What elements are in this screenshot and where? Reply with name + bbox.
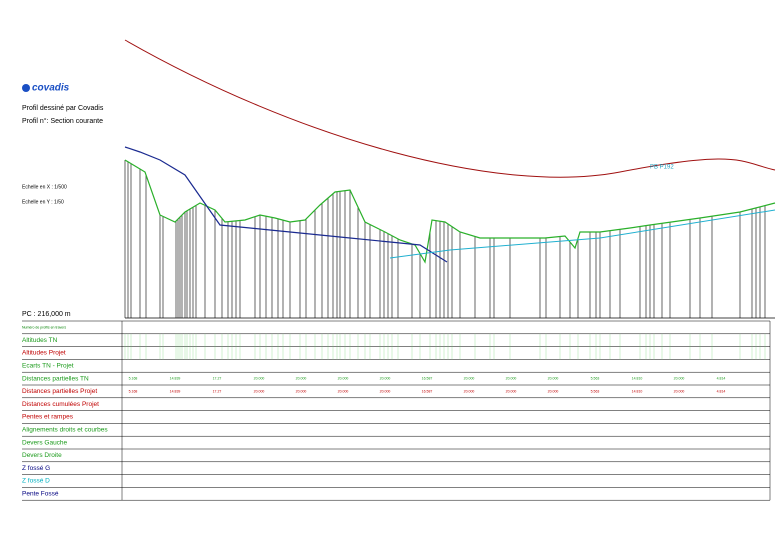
pc-label: PC : 216,000 m xyxy=(22,311,71,318)
row-label: Altitudes Projet xyxy=(22,350,66,357)
row-label: Alignements droits et courbes xyxy=(22,427,108,434)
cell-value: 20.000 xyxy=(506,389,517,393)
row-label: Ecarts TN - Projet xyxy=(22,363,74,370)
cell-value: 20.000 xyxy=(548,389,559,393)
cell-value: 16.587 xyxy=(422,377,433,381)
curve-label: PB P192 xyxy=(650,165,674,171)
cell-value: 20.000 xyxy=(548,377,559,381)
cell-value: 5.563 xyxy=(591,377,600,381)
row-label: Distances partielles Projet xyxy=(22,388,97,395)
cell-value: 14.839 xyxy=(170,389,181,393)
red-curve xyxy=(124,39,776,178)
cell-value: 20.000 xyxy=(254,377,265,381)
ditch-line xyxy=(389,209,776,259)
row-label: Distances partielles TN xyxy=(22,375,89,382)
cell-value: 20.000 xyxy=(296,389,307,393)
row-label: Z fossé G xyxy=(22,465,50,472)
cell-value: 20.000 xyxy=(674,389,685,393)
row-label: Distances cumulées Projet xyxy=(22,401,99,408)
cell-value: 20.000 xyxy=(338,377,349,381)
cell-value: 14.810 xyxy=(632,389,643,393)
scale-y: Echelle en Y : 1/50 xyxy=(22,199,64,205)
cell-value: 14.810 xyxy=(632,377,643,381)
logo: covadis xyxy=(22,83,70,94)
cell-value: 20.000 xyxy=(254,389,265,393)
row-label: Pentes et rampes xyxy=(22,414,74,421)
logo-text: covadis xyxy=(32,83,70,94)
cell-value: 16.587 xyxy=(422,389,433,393)
cell-value: 4.814 xyxy=(717,377,726,381)
cell-value: 20.000 xyxy=(674,377,685,381)
cell-value: 20.000 xyxy=(464,389,475,393)
cell-value: 4.814 xyxy=(717,389,726,393)
cell-value: 20.000 xyxy=(338,389,349,393)
cell-value: 5.563 xyxy=(591,389,600,393)
row-label: Pente Fossé xyxy=(22,491,59,498)
logo-icon xyxy=(22,84,30,92)
project-line xyxy=(124,146,448,263)
profile-verticals xyxy=(124,160,766,318)
terrain-line xyxy=(124,159,776,264)
cell-value: 14.839 xyxy=(170,377,181,381)
data-table: Numéro de profils en travers Altitudes TN… xyxy=(22,320,771,501)
row-label: Altitudes TN xyxy=(22,337,58,344)
cell-value: 20.000 xyxy=(380,377,391,381)
cell-value: 17.27 xyxy=(213,377,222,381)
cell-value: 20.000 xyxy=(464,377,475,381)
row-label: Devers Gauche xyxy=(22,439,68,446)
cell-value: 5.168 xyxy=(129,377,138,381)
cell-value: 17.27 xyxy=(213,389,222,393)
cell-value: 20.000 xyxy=(296,377,307,381)
row-label: Z fossé D xyxy=(22,478,50,485)
scale-x: Echelle en X : 1/500 xyxy=(22,184,67,190)
row-label: Devers Droite xyxy=(22,452,62,459)
title: Profil dessiné par Covadis xyxy=(22,105,104,112)
row-label: Numéro de profils en travers xyxy=(22,325,66,329)
cell-value: 20.000 xyxy=(380,389,391,393)
profile-name: Profil n°: Section courante xyxy=(22,117,103,125)
cell-value: 5.168 xyxy=(129,389,138,393)
cell-value: 20.000 xyxy=(506,377,517,381)
